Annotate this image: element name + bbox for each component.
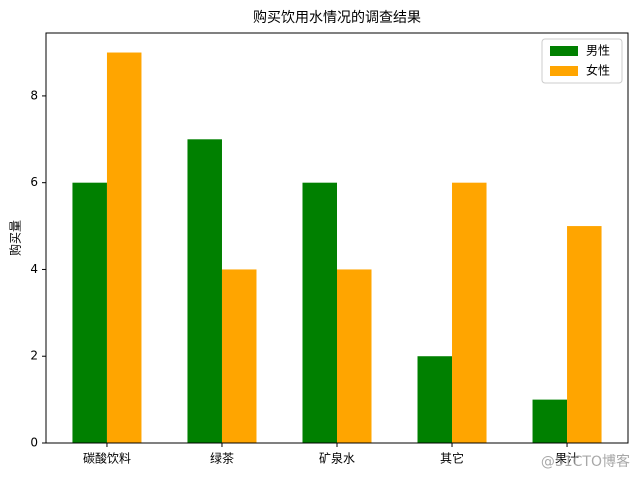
x-tick-label: 碳酸饮料 — [83, 451, 131, 466]
x-tick-label: 绿茶 — [210, 451, 234, 466]
y-tick-label: 4 — [30, 262, 38, 276]
bar — [187, 139, 222, 443]
bar — [106, 52, 142, 444]
bar — [302, 182, 337, 443]
watermark: @51CTO博客 — [541, 453, 630, 470]
legend-swatch — [550, 66, 578, 76]
x-tick-label: 果汁 — [555, 452, 579, 466]
y-axis-label: 购买量 — [8, 220, 23, 256]
y-tick-label: 8 — [30, 88, 38, 102]
bar — [72, 182, 107, 443]
legend-label: 女性 — [586, 63, 610, 78]
x-tick-label: 矿泉水 — [319, 452, 355, 466]
y-tick-label: 6 — [30, 175, 38, 189]
bar — [337, 269, 372, 443]
plot-frame — [45, 32, 629, 444]
x-tick-label: 其它 — [440, 451, 464, 466]
bar — [567, 226, 602, 443]
y-tick-label: 2 — [30, 349, 38, 363]
bar — [452, 182, 487, 443]
bar — [532, 399, 568, 443]
y-tick-label: 0 — [30, 436, 38, 450]
chart-title: 购买饮用水情况的调查结果 — [253, 10, 421, 26]
legend-label: 男性 — [586, 44, 610, 58]
bar — [417, 356, 453, 443]
legend-swatch — [550, 46, 578, 56]
bar — [221, 269, 257, 443]
